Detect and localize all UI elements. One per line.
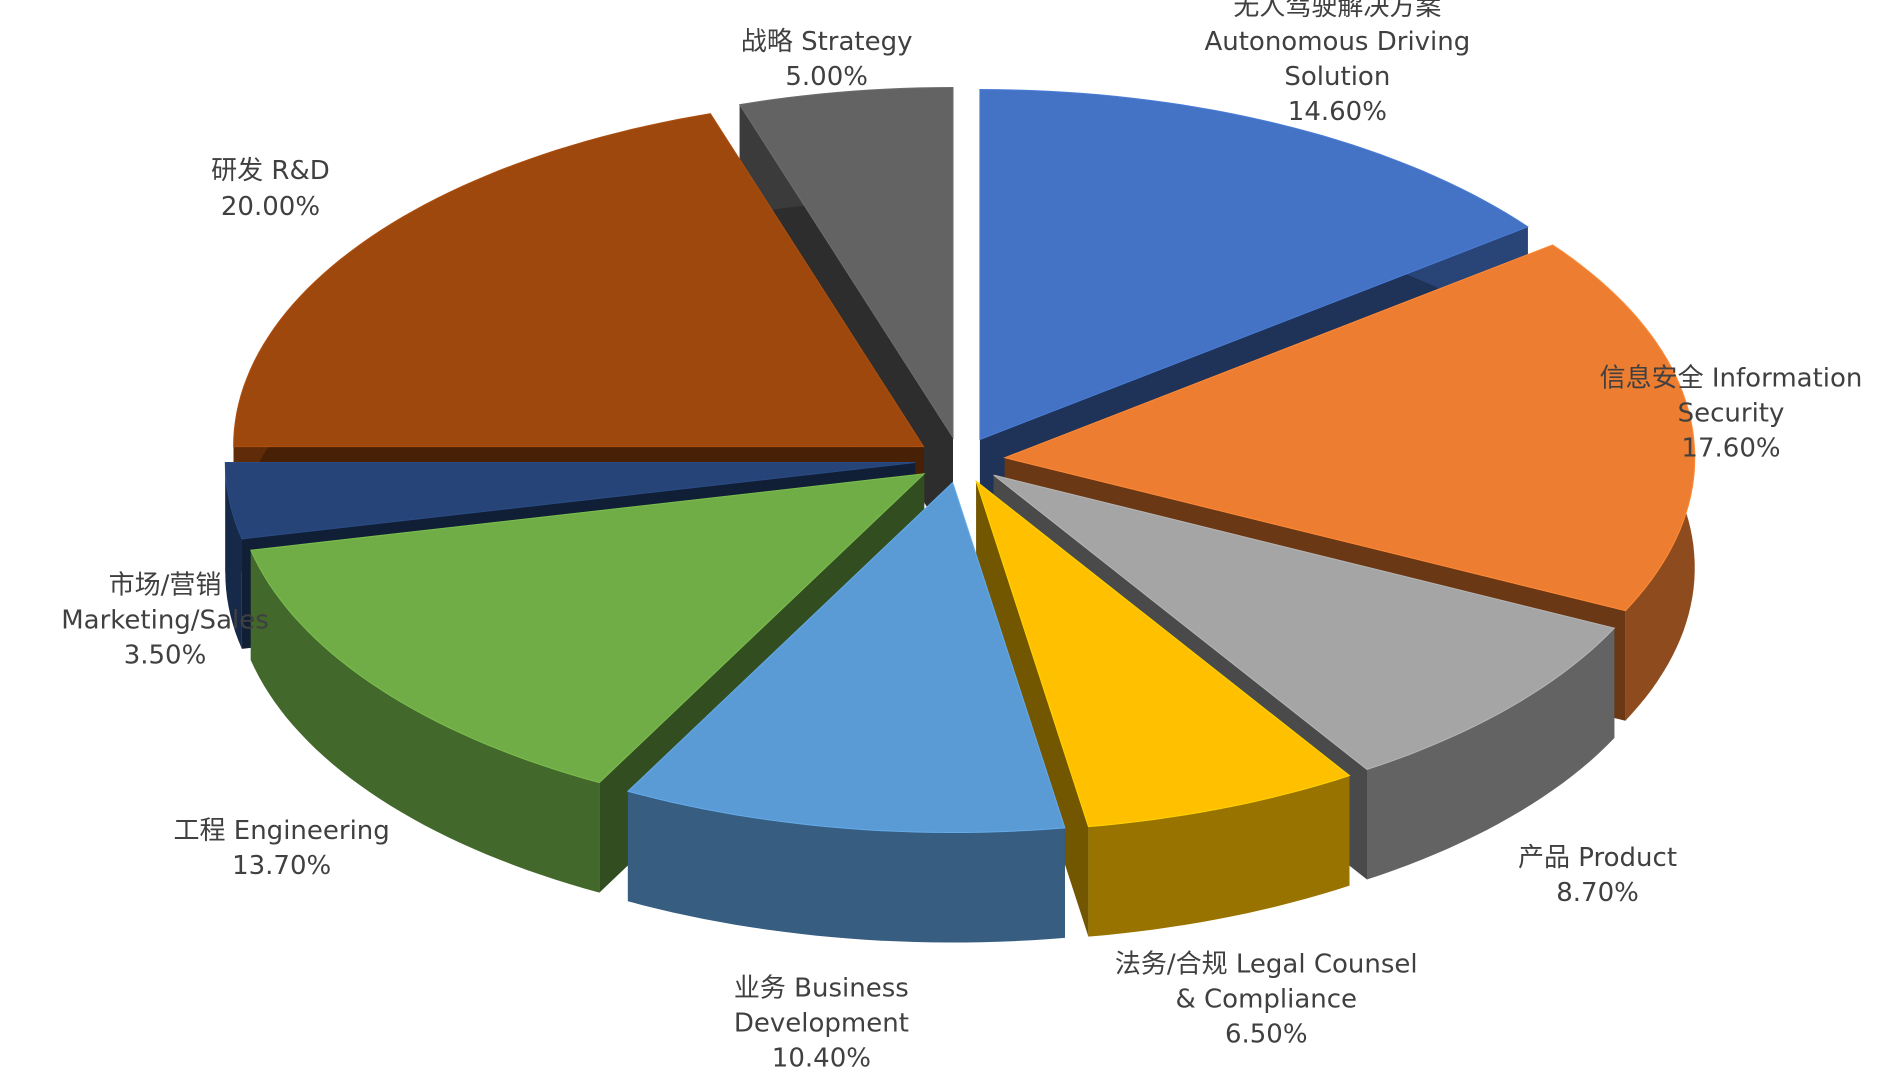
slice-wall [225,462,242,649]
value-label: 5.00% [785,62,868,92]
slice-wall [250,550,600,893]
category-label: 信息安全 Information Security [1599,363,1863,429]
data-label: 无人驾驶解决方案 Autonomous Driving Solution 14.6… [1177,0,1497,130]
data-label: 研发 R&D 20.00% [110,154,430,224]
category-label: 战略 Strategy [740,26,913,57]
value-label: 8.70% [1556,877,1639,908]
value-label: 13.70% [232,850,332,881]
data-label: 信息安全 Information Security 17.60% [1571,361,1891,466]
value-label: 3.50% [123,640,207,671]
slice-top [993,474,1616,771]
category-label: 法务/合规 Legal Counsel & Compliance [1114,948,1418,1015]
category-label: 业务 Business Development [733,973,909,1039]
category-label: 无人驾驶解决方案 Autonomous Driving Solution [1204,0,1471,92]
slice-top [250,473,926,784]
category-label: 产品 Product [1518,842,1678,873]
data-label: 法务/合规 Legal Counsel & Compliance 6.50% [1106,947,1426,1052]
pie-slice [626,481,1066,943]
slice-top [979,88,1529,441]
pie-slice [975,479,1351,937]
data-label: 工程 Engineering 13.70% [122,814,442,884]
category-label: 市场/营销 Marketing/Sales [61,569,269,635]
data-label: 产品 Product 8.70% [1438,840,1758,910]
value-label: 20.00% [220,191,321,222]
value-label: 10.40% [771,1043,871,1074]
slice-wall [627,791,1065,943]
value-label: 17.60% [1681,433,1781,464]
slice-top [975,479,1351,828]
slice-top [626,481,1066,833]
value-label: 14.60% [1287,97,1387,128]
data-label: 市场/营销 Marketing/Sales 3.50% [5,568,325,673]
slice-top [1003,244,1696,612]
value-label: 6.50% [1224,1019,1308,1050]
slice-top [224,462,916,540]
category-label: 工程 Engineering [173,815,390,846]
slice-top [738,86,954,440]
slice-wall [1367,628,1615,880]
category-label: 研发 R&D [211,156,330,187]
data-label: 业务 Business Development 10.40% [661,972,981,1077]
data-label: 战略 Strategy 5.00% [667,25,987,95]
slice-wall [1088,775,1350,937]
slice-top [233,113,925,448]
